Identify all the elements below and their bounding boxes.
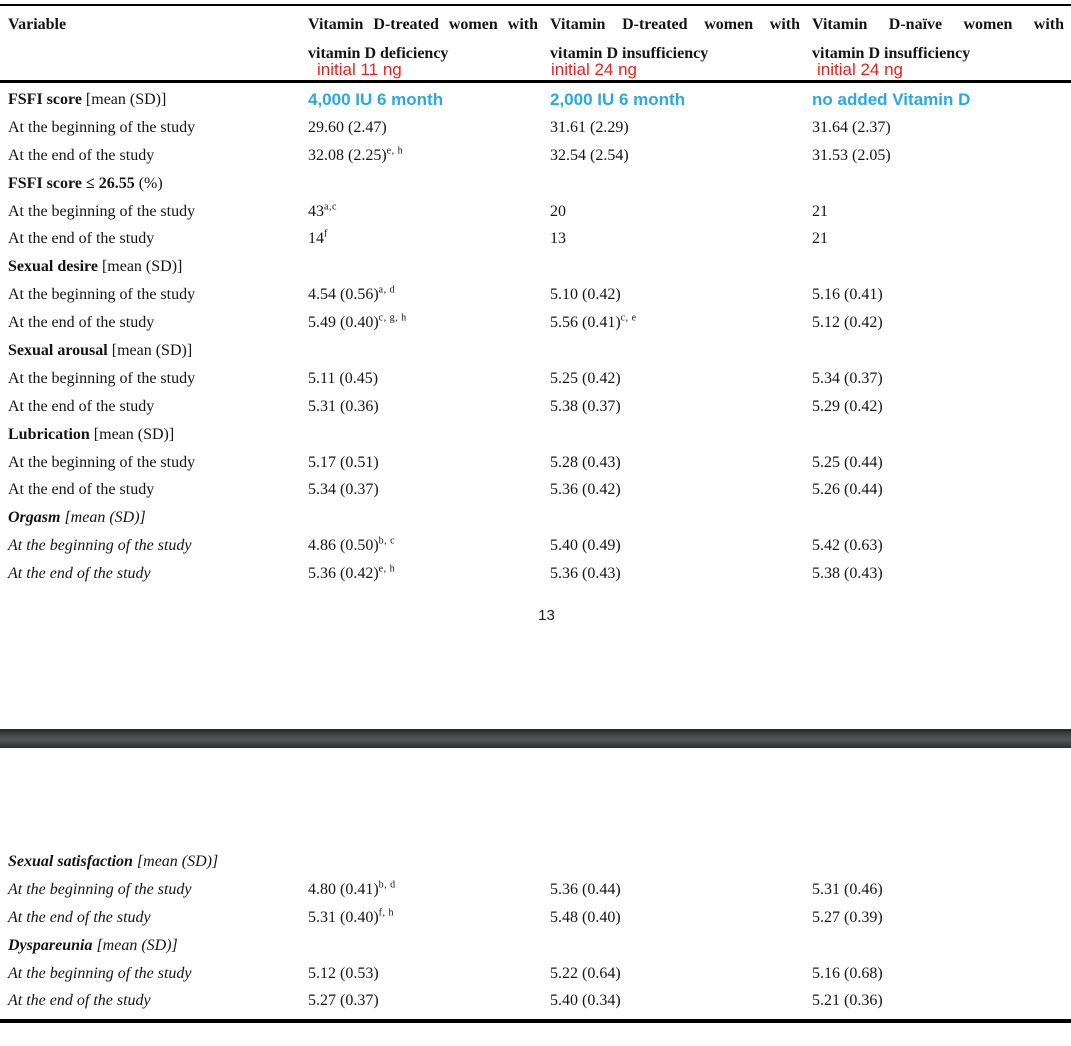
table-cell: 5.29 (0.42): [812, 397, 883, 415]
table-cell: 5.36 (0.44): [550, 880, 621, 898]
section-title: FSFI score ≤ 26.55 (%): [8, 174, 163, 192]
row-label: At the end of the study: [8, 397, 155, 415]
table-top-rule: [0, 4, 1071, 6]
table-cell: 5.38 (0.43): [812, 565, 883, 583]
table-cell: 5.12 (0.42): [812, 314, 883, 332]
results-table-page1: FSFI score [mean (SD)] 4,000 IU 6 month …: [8, 86, 1063, 588]
results-table-page2: Sexual satisfaction [mean (SD)] At the b…: [8, 848, 1063, 1015]
section-title: FSFI score [mean (SD)]: [8, 90, 167, 108]
table-cell: 5.10 (0.42): [550, 286, 621, 304]
row-label: At the end of the study: [8, 565, 151, 583]
page-number: 13: [538, 607, 555, 624]
header-separator-rule: [0, 80, 1071, 83]
table-cell: 5.11 (0.45): [308, 369, 379, 387]
section-title: Sexual satisfaction [mean (SD)]: [8, 852, 219, 870]
row-label: At the beginning of the study: [8, 286, 196, 304]
table-cell: 5.21 (0.36): [812, 992, 883, 1010]
column-header-line2: vitamin D insufficiency: [812, 45, 971, 62]
table-cell: 5.34 (0.37): [308, 481, 379, 499]
table-cell: 5.31 (0.46): [812, 880, 883, 898]
table-cell: 5.49 (0.40)c, g, h: [308, 312, 407, 332]
annotation-initial-level: initial 24 ng: [551, 60, 638, 79]
column-header-line2: vitamin D deficiency: [308, 45, 449, 62]
section-title: Dyspareunia [mean (SD)]: [8, 936, 178, 954]
row-label: At the end of the study: [8, 146, 155, 164]
table-cell: 32.54 (2.54): [550, 146, 629, 164]
table-cell: 21: [812, 230, 828, 248]
table-cell: 5.48 (0.40): [550, 908, 621, 926]
table-cell: 5.27 (0.37): [308, 992, 379, 1010]
table-cell: 5.27 (0.39): [812, 908, 883, 926]
annotation-dose: no added Vitamin D: [812, 89, 971, 109]
column-header-treated-insufficiency-group: Vitamin D-treated women with vitamin D i…: [550, 16, 800, 62]
row-label: At the beginning of the study: [8, 118, 196, 136]
table-cell: 5.25 (0.44): [812, 453, 883, 471]
column-header-naive-insufficiency-group: Vitamin D-naïve women with vitamin D ins…: [812, 16, 1064, 62]
table-cell: 5.36 (0.43): [550, 565, 621, 583]
page-separator-bar: [0, 729, 1071, 748]
table-cell: 5.31 (0.40)f, h: [308, 907, 394, 926]
table-cell: 32.08 (2.25)e, h: [308, 145, 404, 164]
table-cell: 5.40 (0.34): [550, 992, 621, 1010]
table-cell: 5.17 (0.51): [308, 453, 379, 471]
row-label: At the beginning of the study: [8, 453, 196, 471]
row-label: At the beginning of the study: [8, 369, 196, 387]
row-label: At the beginning of the study: [8, 537, 192, 555]
row-label: At the beginning of the study: [8, 964, 192, 982]
row-label: At the end of the study: [8, 992, 151, 1010]
row-label: At the beginning of the study: [8, 880, 192, 898]
table-cell: 20: [550, 202, 566, 220]
row-label: At the end of the study: [8, 314, 155, 332]
table-cell: 5.56 (0.41)c, e: [550, 312, 637, 332]
table-cell: 5.38 (0.37): [550, 397, 621, 415]
section-title: Sexual arousal [mean (SD)]: [8, 341, 193, 359]
table-cell: 5.25 (0.42): [550, 369, 621, 387]
table-cell: 31.53 (2.05): [812, 146, 891, 164]
column-header-line1: Vitamin D-treated women with: [308, 16, 538, 33]
row-label: At the end of the study: [8, 908, 151, 926]
column-header-line1: Vitamin D-naïve women with: [812, 16, 1064, 33]
table-cell: 14f: [308, 229, 328, 248]
table-cell: 4.80 (0.41)b, d: [308, 879, 396, 898]
table-cell: 5.16 (0.41): [812, 286, 883, 304]
table-cell: 31.61 (2.29): [550, 118, 629, 136]
table-cell: 4.86 (0.50)b, c: [308, 535, 396, 555]
section-title: Sexual desire [mean (SD)]: [8, 258, 183, 276]
section-title: Orgasm [mean (SD)]: [8, 509, 146, 527]
table-cell: 5.34 (0.37): [812, 369, 883, 387]
table-cell: 5.12 (0.53): [308, 964, 379, 982]
annotation-dose: 2,000 IU 6 month: [550, 89, 686, 109]
table-cell: 5.36 (0.42)e, h: [308, 563, 396, 583]
table-cell: 5.28 (0.43): [550, 453, 621, 471]
table-cell: 5.31 (0.36): [308, 397, 379, 415]
section-title: Lubrication [mean (SD)]: [8, 425, 175, 443]
table-bottom-rule: [0, 1019, 1071, 1023]
table-cell: 21: [812, 202, 828, 220]
table-cell: 5.40 (0.49): [550, 537, 621, 555]
table-cell: 5.26 (0.44): [812, 481, 883, 499]
table-cell: 13: [550, 230, 566, 248]
column-header-deficiency-group: Vitamin D-treated women with vitamin D d…: [308, 16, 538, 62]
table-cell: 5.16 (0.68): [812, 964, 883, 982]
table-cell: 4.54 (0.56)a, d: [308, 284, 396, 304]
annotation-initial-level: initial 24 ng: [817, 60, 904, 79]
table-cell: 5.42 (0.63): [812, 537, 883, 555]
annotation-dose: 4,000 IU 6 month: [308, 89, 444, 109]
row-label: At the end of the study: [8, 230, 155, 248]
row-label: At the end of the study: [8, 481, 155, 499]
column-header-variable: Variable: [8, 16, 67, 33]
row-label: At the beginning of the study: [8, 202, 196, 220]
column-header-line1: Vitamin D-treated women with: [550, 16, 800, 33]
table-cell: 5.36 (0.42): [550, 481, 621, 499]
table-cell: 43a,c: [308, 201, 337, 220]
table-cell: 29.60 (2.47): [308, 118, 387, 136]
column-header-line2: vitamin D insufficiency: [550, 45, 709, 62]
annotation-initial-level: initial 11 ng: [317, 60, 402, 79]
table-cell: 5.22 (0.64): [550, 964, 621, 982]
table-cell: 31.64 (2.37): [812, 118, 891, 136]
